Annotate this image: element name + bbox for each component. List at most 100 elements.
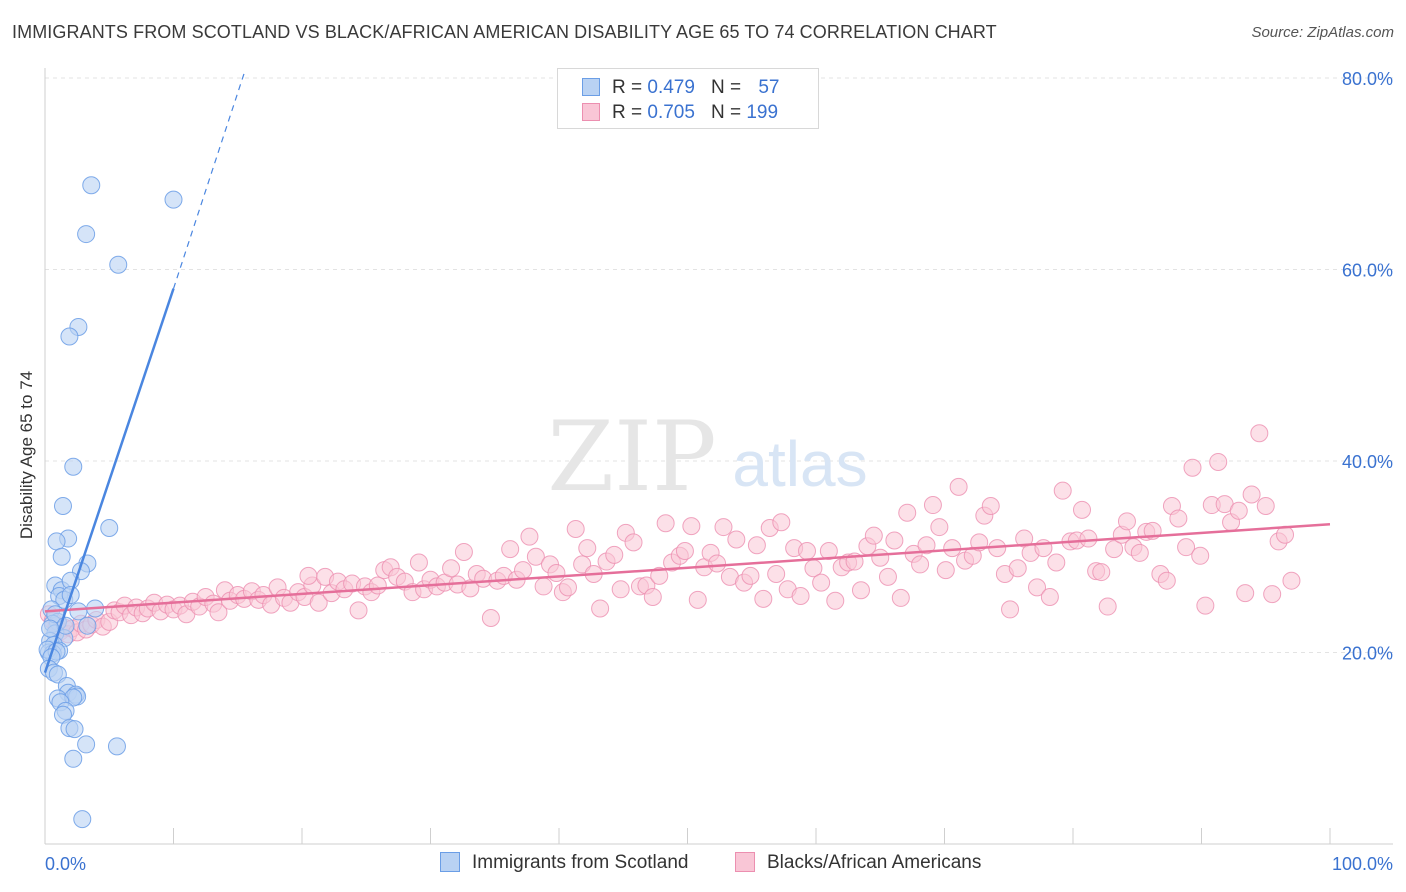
pink-point <box>454 542 473 561</box>
blue-point <box>164 190 183 209</box>
legend-r-label: R = <box>612 77 643 98</box>
y-axis-label: Disability Age 65 to 74 <box>17 370 36 540</box>
blue-point <box>53 497 72 516</box>
blue-point <box>60 327 79 346</box>
pink-point <box>534 577 553 596</box>
legend-row-black: R = 0.705 N = 199 <box>582 102 778 124</box>
blue-point <box>107 737 126 756</box>
pink-point <box>481 609 500 628</box>
pink-point <box>1242 485 1261 504</box>
blue-trend-extension <box>172 73 245 289</box>
blue-point <box>77 735 96 754</box>
pink-trend-line <box>44 522 1331 613</box>
y-tick-label: 80.0% <box>1342 69 1393 89</box>
pink-point <box>1117 512 1136 531</box>
bottom-legend-swatch-blue <box>440 852 460 872</box>
chart-title: IMMIGRANTS FROM SCOTLAND VS BLACK/AFRICA… <box>12 22 997 42</box>
x-tick-label-start: 0.0% <box>45 854 86 874</box>
pink-point <box>1053 481 1072 500</box>
legend-r-label: R = <box>612 102 643 123</box>
trend-lines <box>43 73 1331 674</box>
blue-series <box>38 176 183 829</box>
pink-point <box>349 601 368 620</box>
pink-point <box>891 588 910 607</box>
pink-point <box>949 477 968 496</box>
pink-point <box>1256 497 1275 516</box>
watermark-atlas: atlas <box>732 428 867 500</box>
bottom-legend-label-black: Blacks/African Americans <box>767 852 982 873</box>
pink-point <box>791 587 810 606</box>
y-tick-label: 20.0% <box>1342 644 1393 664</box>
bottom-legend-swatch-pink <box>735 852 755 872</box>
legend-n-value: 57 <box>758 77 780 98</box>
watermark: ZIP atlas <box>547 401 867 513</box>
pink-point <box>981 497 1000 516</box>
pink-point <box>1250 424 1269 443</box>
pink-point <box>943 539 962 558</box>
blue-point <box>52 547 71 566</box>
legend-swatch-blue <box>582 78 600 96</box>
pink-point <box>514 561 533 580</box>
pink-point <box>299 566 318 585</box>
legend-r-value: 0.479 <box>647 77 695 98</box>
pink-point <box>754 589 773 608</box>
pink-point <box>656 514 675 533</box>
blue-point <box>109 255 128 274</box>
pink-point <box>767 564 786 583</box>
axis-labels: 20.0% 40.0% 60.0% 80.0% 0.0% 100.0% <box>45 69 1393 874</box>
pink-point <box>851 581 870 600</box>
pink-point <box>591 599 610 618</box>
pink-point <box>209 603 228 622</box>
blue-point <box>69 602 88 621</box>
pink-point <box>1072 500 1091 519</box>
source-label: Source: ZipAtlas.com <box>1251 24 1394 41</box>
pink-point <box>1092 563 1111 582</box>
pink-point <box>501 540 520 559</box>
pink-point <box>923 496 942 515</box>
blue-point <box>82 176 101 195</box>
pink-series <box>39 424 1301 644</box>
pink-point <box>1229 501 1248 520</box>
pink-point <box>526 547 545 566</box>
pink-point <box>930 518 949 537</box>
pink-point <box>708 554 727 573</box>
blue-point <box>47 532 66 551</box>
pink-point <box>747 536 766 555</box>
pink-point <box>812 573 831 592</box>
blue-point <box>64 457 83 476</box>
pink-point <box>714 518 733 537</box>
blue-point <box>77 225 96 244</box>
pink-point <box>675 542 694 561</box>
axes <box>44 68 1393 845</box>
pink-point <box>864 526 883 545</box>
legend-row-scotland: R = 0.479 N = 57 <box>582 77 779 99</box>
y-tick-label: 60.0% <box>1342 261 1393 281</box>
pink-point <box>688 590 707 609</box>
pink-point <box>1263 585 1282 604</box>
y-tick-label: 40.0% <box>1342 452 1393 472</box>
blue-point <box>78 616 97 635</box>
bottom-legend-black: Blacks/African Americans <box>735 852 981 874</box>
pink-point <box>578 539 597 558</box>
pink-point <box>885 531 904 550</box>
pink-point <box>741 566 760 585</box>
x-tick-label-end: 100.0% <box>1332 854 1393 874</box>
pink-point <box>798 542 817 561</box>
pink-point <box>826 591 845 610</box>
pink-point <box>573 555 592 574</box>
blue-point <box>64 749 83 768</box>
pink-point <box>1130 543 1149 562</box>
pink-point <box>1098 597 1117 616</box>
pink-point <box>1209 452 1228 471</box>
bottom-legend-scotland: Immigrants from Scotland <box>440 852 688 874</box>
pink-point <box>1177 538 1196 557</box>
pink-point <box>682 517 701 536</box>
pink-point <box>819 542 838 561</box>
pink-point <box>1236 584 1255 603</box>
pink-point <box>1282 571 1301 590</box>
pink-point <box>520 527 539 546</box>
blue-point <box>41 619 60 638</box>
pink-point <box>566 519 585 538</box>
pink-point <box>1001 600 1020 619</box>
